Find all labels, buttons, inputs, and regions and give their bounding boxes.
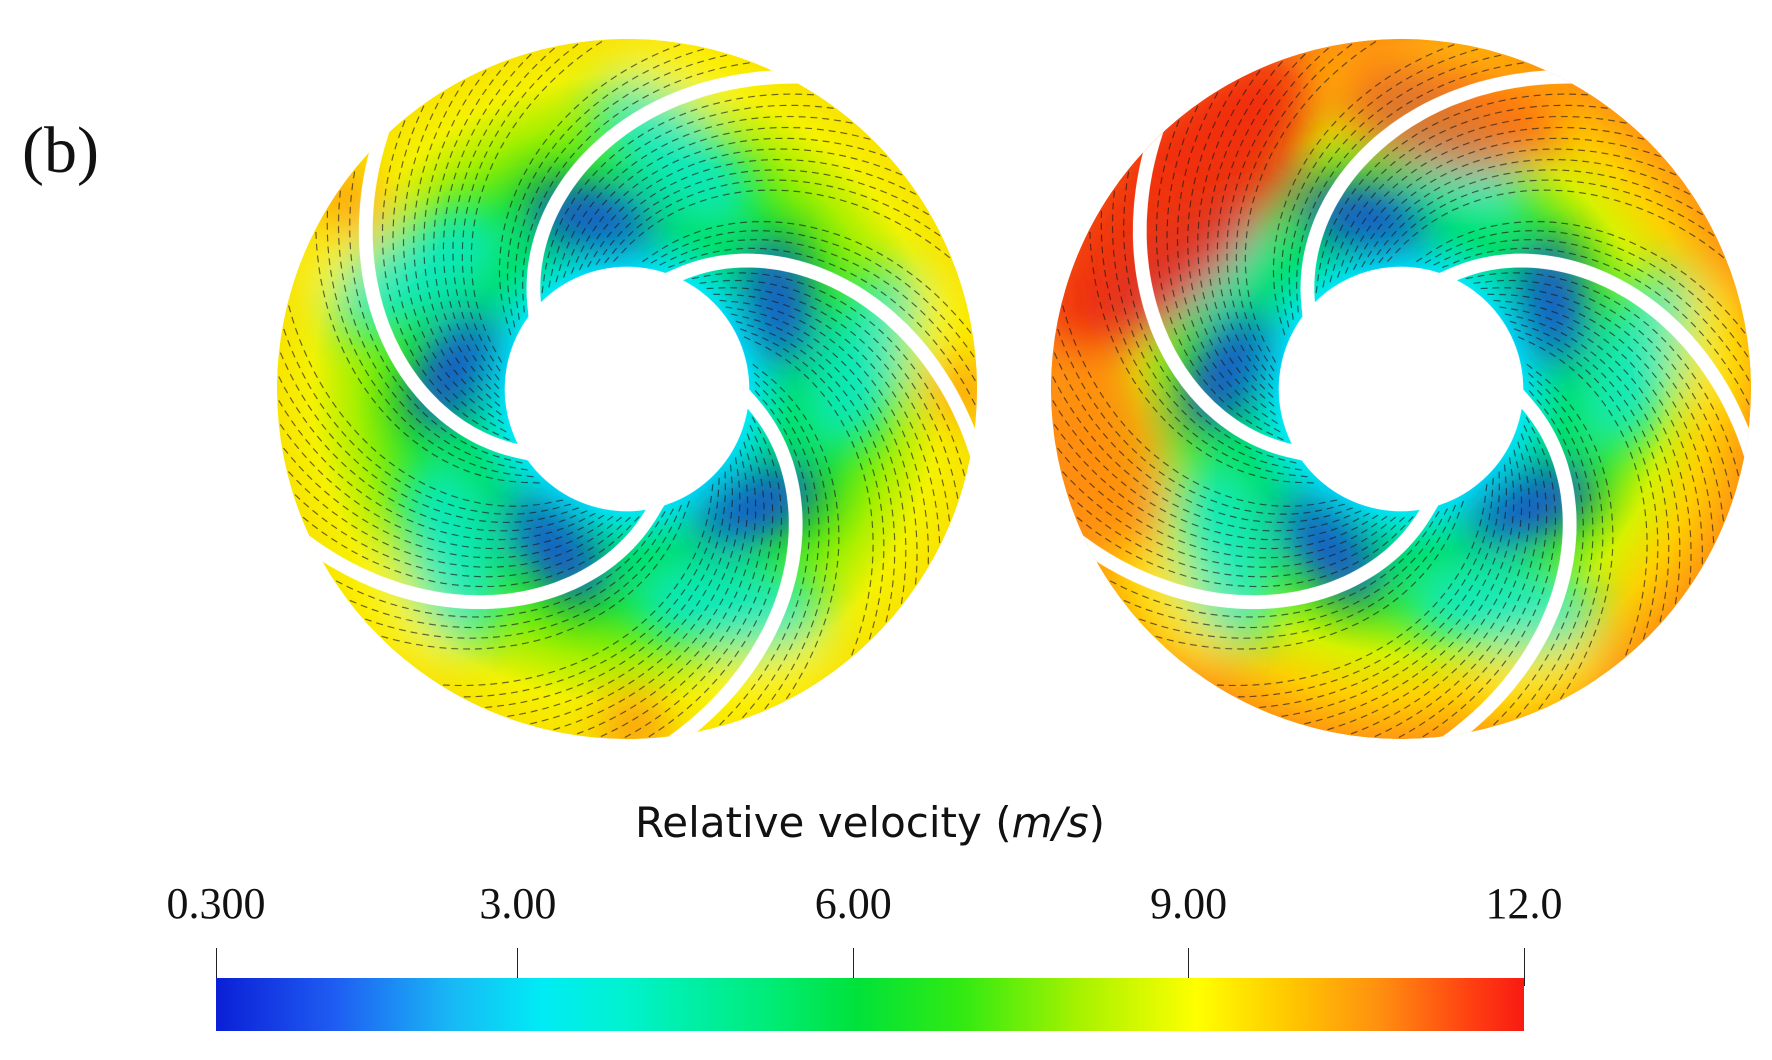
colorbar-title-text: Relative velocity ( xyxy=(635,798,1012,847)
colorbar-tick-label: 6.00 xyxy=(814,879,892,928)
panel-label: (b) xyxy=(22,118,99,184)
impeller-blade xyxy=(1414,386,1577,740)
colorbar-title: Relative velocity (m/s) xyxy=(620,798,1120,847)
impeller-blade xyxy=(276,494,666,610)
impeller-blade xyxy=(358,95,538,461)
blades xyxy=(1050,69,1752,740)
high-velocity-zone xyxy=(1050,50,1311,357)
impeller-blade xyxy=(640,386,803,740)
colorbar-tick-mark xyxy=(215,948,217,986)
impeller-hub xyxy=(504,266,750,512)
panel-label-text: (b) xyxy=(22,114,99,187)
impeller-blade xyxy=(1434,253,1752,491)
impeller-blade xyxy=(1050,494,1440,610)
low-velocity-zone xyxy=(1404,559,1601,656)
impeller-blade xyxy=(526,69,835,325)
colorbar-tick-mark xyxy=(1188,948,1190,986)
low-velocity-zone xyxy=(630,559,827,656)
left-impeller-contour xyxy=(276,38,978,740)
high-velocity-zone xyxy=(1678,279,1752,417)
colorbar-tick-label: 9.00 xyxy=(1150,879,1228,928)
impeller-blade xyxy=(1132,95,1312,461)
high-velocity-zone xyxy=(600,690,668,740)
colorbar-title-close: ) xyxy=(1088,798,1105,847)
colorbar-gradient xyxy=(216,978,1524,1031)
colorbar-tick-label: 12.0 xyxy=(1485,879,1563,928)
colorbar-tick-label: 0.300 xyxy=(166,879,266,928)
colorbar-tick-label: 3.00 xyxy=(479,879,557,928)
impeller-blade xyxy=(660,253,978,491)
colorbar-tick-mark xyxy=(852,948,854,986)
right-impeller-contour xyxy=(1050,38,1752,740)
colorbar-title-unit: m/s xyxy=(1011,798,1089,847)
impeller-blade xyxy=(1300,69,1609,325)
colorbar-tick-mark xyxy=(517,948,519,986)
blades xyxy=(276,69,978,740)
impeller-hub xyxy=(1278,266,1524,512)
colorbar-tick-mark xyxy=(1523,948,1525,986)
